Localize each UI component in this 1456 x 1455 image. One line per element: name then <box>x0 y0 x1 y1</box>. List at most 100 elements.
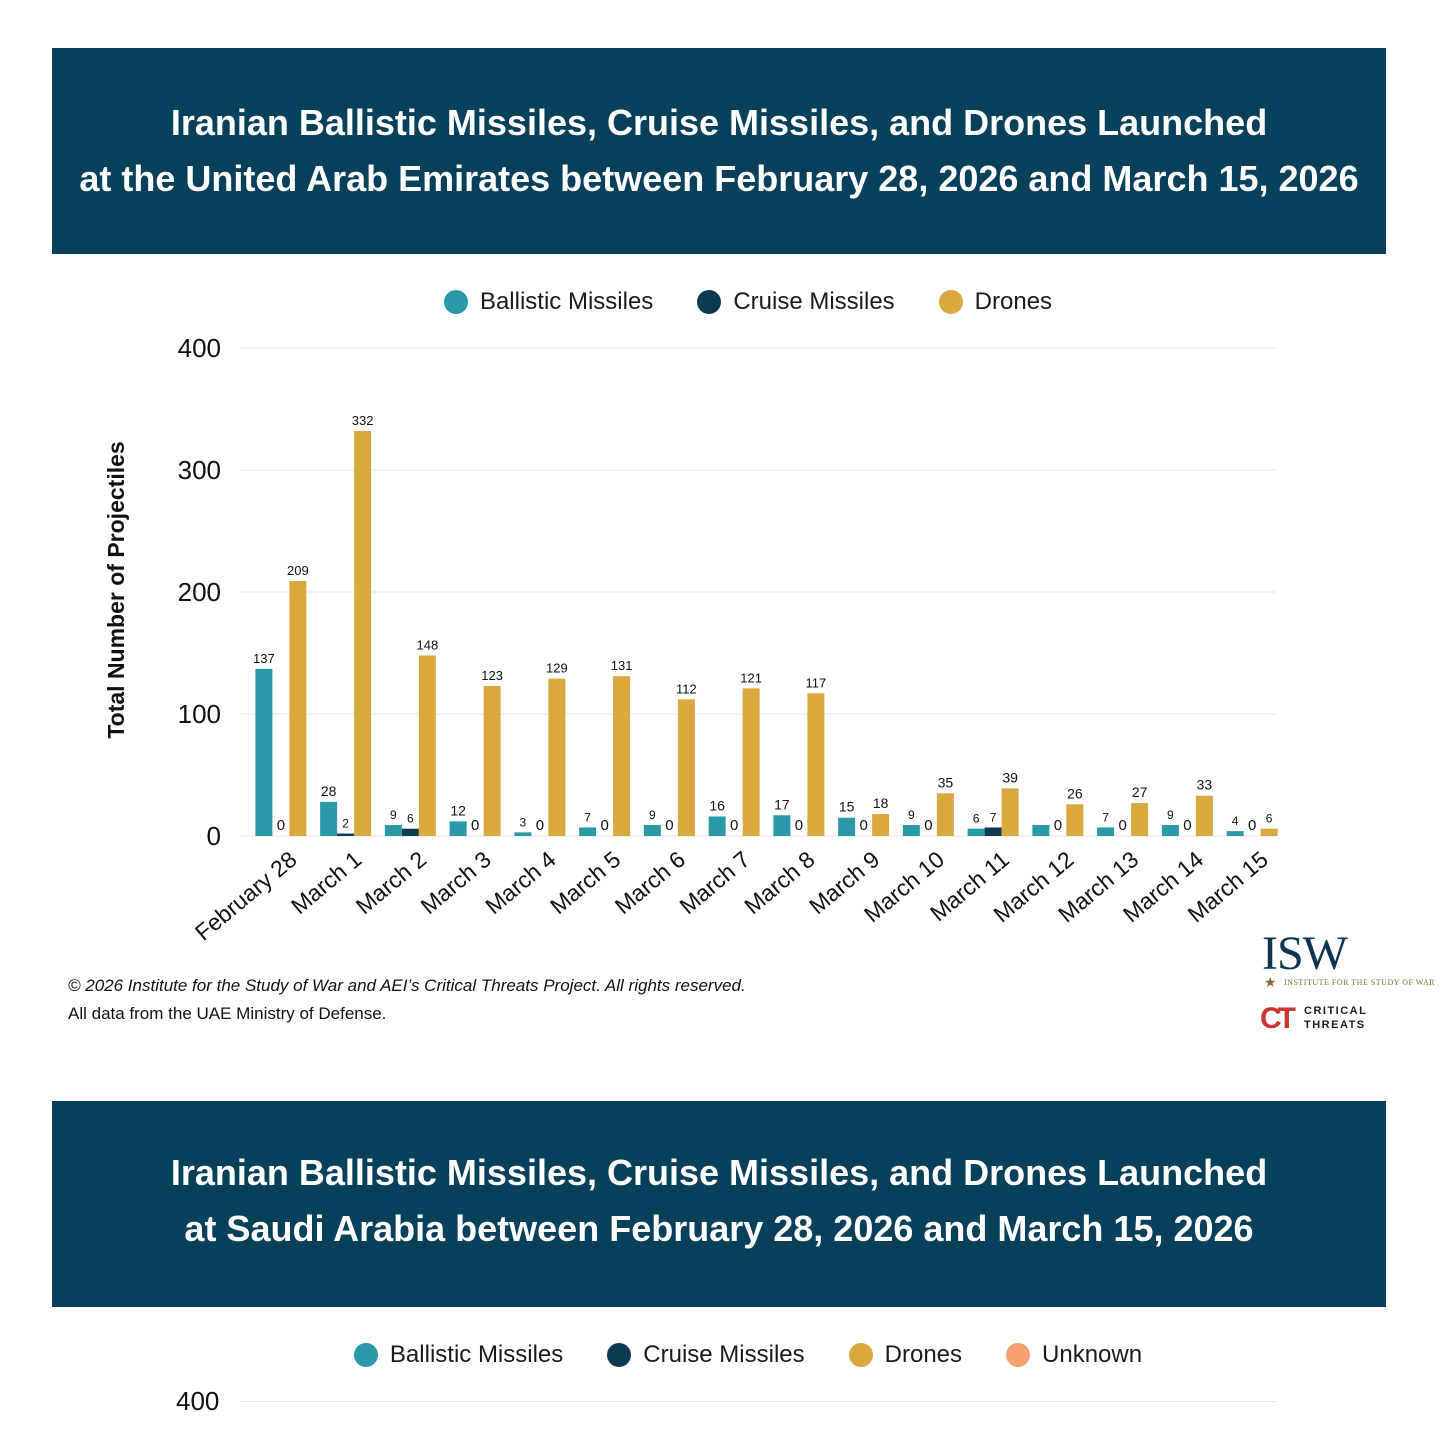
data-label-drones-1: 332 <box>352 413 374 428</box>
x-tick-label-1: March 1 <box>286 846 366 919</box>
legend2-dot-unknown <box>1006 1343 1031 1367</box>
legend2-dot-drones <box>848 1343 873 1367</box>
data-label-drones-4: 129 <box>546 661 568 676</box>
data-label-ballistic-missiles-3: 12 <box>450 802 466 818</box>
legend2-item-drones: Drones <box>848 1341 963 1369</box>
data-label-cruise-missiles-1: 2 <box>342 817 349 831</box>
data-label-ballistic-missiles-7: 16 <box>709 797 725 813</box>
data-label-cruise-missiles-6: 0 <box>665 817 673 834</box>
data-source-note: All data from the UAE Ministry of Defens… <box>68 1004 387 1023</box>
bar-ballistic-missiles-2 <box>384 825 402 836</box>
legend-item-drones: Drones <box>938 288 1052 316</box>
data-label-cruise-missiles-12: 0 <box>1054 817 1062 834</box>
legend2-item-unknown: Unknown <box>1006 1341 1142 1369</box>
legend-dot-cruise <box>697 290 722 314</box>
legend2-label-unknown: Unknown <box>1042 1341 1143 1368</box>
bar-ballistic-missiles-4 <box>514 832 532 836</box>
legend-label-cruise: Cruise Missiles <box>733 288 895 315</box>
data-label-ballistic-missiles-4: 3 <box>520 815 527 829</box>
bar-ballistic-missiles-6 <box>643 825 661 836</box>
ct-logo-text: CRITICAL THREATS <box>1304 1004 1367 1032</box>
bar-drones-1 <box>354 430 372 836</box>
data-label-cruise-missiles-13: 0 <box>1118 817 1126 834</box>
data-label-ballistic-missiles-1: 28 <box>321 783 337 799</box>
bar-drones-4 <box>548 678 566 836</box>
data-label-drones-14: 33 <box>1197 777 1213 793</box>
data-label-drones-0: 209 <box>287 563 309 578</box>
data-label-cruise-missiles-7: 0 <box>730 817 738 834</box>
y-tick-label-400: 400 <box>178 333 221 363</box>
bar-drones-14 <box>1195 795 1213 836</box>
bar-ballistic-missiles-12 <box>1032 825 1050 836</box>
ct-logo-line-2: THREATS <box>1304 1019 1366 1031</box>
bar-drones-3 <box>483 685 501 836</box>
bar-ballistic-missiles-10 <box>902 825 920 836</box>
data-label-ballistic-missiles-15: 4 <box>1232 814 1239 828</box>
bar-drones-5 <box>613 676 631 836</box>
legend-item-cruise: Cruise Missiles <box>697 288 895 316</box>
bar-ballistic-missiles-15 <box>1226 831 1244 836</box>
data-label-cruise-missiles-0: 0 <box>277 817 285 834</box>
bar-drones-8 <box>807 693 825 836</box>
data-label-drones-6: 112 <box>676 681 697 696</box>
ct-logo-mark: CT <box>1260 1002 1296 1035</box>
uae-chart-title-banner: Iranian Ballistic Missiles, Cruise Missi… <box>52 48 1386 254</box>
data-label-cruise-missiles-5: 0 <box>600 817 608 834</box>
data-label-ballistic-missiles-6: 9 <box>649 808 656 822</box>
data-label-drones-2: 148 <box>417 637 439 652</box>
saudi-chart-legend: Ballistic Missiles Cruise Missiles Drone… <box>0 1341 1456 1369</box>
bar-drones-6 <box>677 699 695 836</box>
saudi-chart-title-banner: Iranian Ballistic Missiles, Cruise Missi… <box>52 1101 1386 1307</box>
bar-ballistic-missiles-0 <box>255 668 273 836</box>
data-label-drones-8: 117 <box>806 675 827 690</box>
data-label-ballistic-missiles-8: 17 <box>774 796 790 812</box>
data-label-cruise-missiles-15: 0 <box>1248 817 1256 834</box>
bar-ballistic-missiles-8 <box>773 815 791 836</box>
data-label-drones-11: 39 <box>1002 769 1018 785</box>
bar-ballistic-missiles-1 <box>320 801 338 836</box>
bar-ballistic-missiles-7 <box>708 816 726 836</box>
bar-ballistic-missiles-11 <box>967 828 985 836</box>
bar-drones-2 <box>418 655 436 836</box>
data-label-cruise-missiles-2: 6 <box>407 812 414 826</box>
data-label-cruise-missiles-3: 0 <box>471 817 479 834</box>
x-tick-label-3: March 3 <box>415 846 495 919</box>
bar-ballistic-missiles-13 <box>1097 827 1115 836</box>
data-label-cruise-missiles-14: 0 <box>1183 817 1191 834</box>
data-label-drones-5: 131 <box>611 658 633 673</box>
data-label-ballistic-missiles-10: 9 <box>908 808 915 822</box>
data-label-drones-13: 27 <box>1132 784 1148 800</box>
y-tick-label-200: 200 <box>178 577 221 607</box>
y-tick-label-100: 100 <box>178 699 221 729</box>
data-label-drones-9: 18 <box>873 795 889 811</box>
data-label-cruise-missiles-10: 0 <box>924 817 932 834</box>
bar-ballistic-missiles-5 <box>579 827 597 836</box>
bar-ballistic-missiles-14 <box>1161 825 1179 836</box>
uae-chart-legend: Ballistic Missiles Cruise Missiles Drone… <box>0 288 1456 316</box>
data-label-drones-10: 35 <box>938 774 954 790</box>
y-tick-label-300: 300 <box>178 455 221 485</box>
bar-drones-10 <box>936 793 954 836</box>
bar-ballistic-missiles-9 <box>838 817 856 836</box>
data-label-ballistic-missiles-13: 7 <box>1102 810 1109 824</box>
bar-drones-11 <box>1001 788 1019 836</box>
data-label-ballistic-missiles-2: 9 <box>390 808 397 822</box>
copyright-note: © 2026 Institute for the Study of War an… <box>68 976 746 995</box>
legend2-item-ballistic: Ballistic Missiles <box>353 1341 563 1369</box>
bar-drones-0 <box>289 581 307 836</box>
critical-threats-logo: CT CRITICAL THREATS <box>1260 1002 1376 1036</box>
data-label-cruise-missiles-11: 7 <box>990 810 997 824</box>
bar-drones-7 <box>742 688 760 836</box>
saudi-title-line-2: at Saudi Arabia between February 28, 202… <box>184 1208 1254 1249</box>
legend2-label-drones: Drones <box>884 1341 963 1368</box>
x-tick-label-6: March 6 <box>610 846 690 919</box>
isw-logo-text: ISW <box>1262 927 1348 980</box>
legend-label-ballistic: Ballistic Missiles <box>479 288 654 315</box>
isw-logo: ISW ★ INSTITUTE FOR THE STUDY OF WAR <box>1262 927 1435 992</box>
x-tick-label-2: March 2 <box>351 846 431 919</box>
data-label-ballistic-missiles-14: 9 <box>1167 808 1174 822</box>
data-label-ballistic-missiles-11: 6 <box>973 812 980 826</box>
data-label-cruise-missiles-4: 0 <box>536 817 544 834</box>
bar-drones-13 <box>1131 803 1149 836</box>
saudi-title-line-1: Iranian Ballistic Missiles, Cruise Missi… <box>170 1152 1268 1193</box>
